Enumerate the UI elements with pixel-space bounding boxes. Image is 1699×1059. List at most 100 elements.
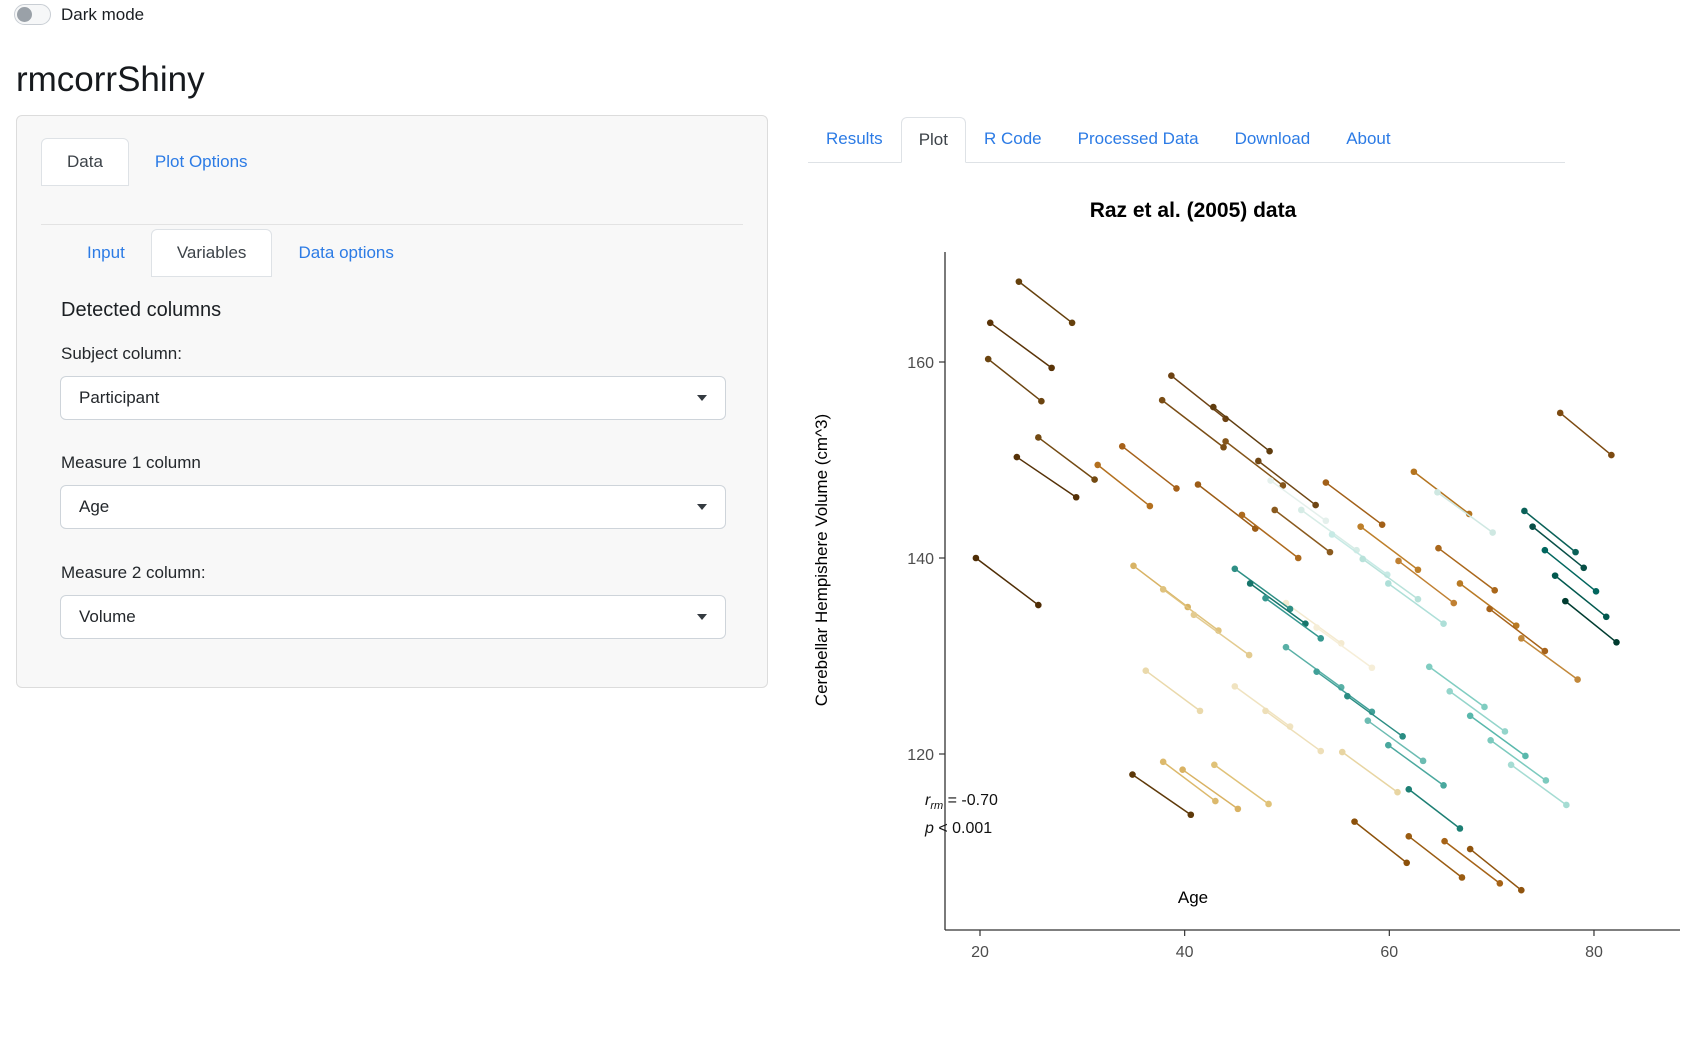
data-point — [984, 355, 992, 363]
tab-processed-data[interactable]: Processed Data — [1077, 129, 1199, 148]
data-point — [1245, 651, 1253, 659]
subject-fit-line — [1182, 769, 1239, 810]
subject-fit-line — [1520, 637, 1579, 681]
data-point — [1446, 687, 1453, 695]
subject-fit-line — [1265, 597, 1322, 639]
subject-fit-line — [1564, 600, 1617, 643]
toggle-knob-icon — [17, 7, 32, 22]
subject-fit-line — [1436, 491, 1494, 534]
data-point — [1556, 409, 1564, 417]
data-point — [1317, 747, 1325, 755]
tab-input[interactable]: Input — [87, 243, 125, 262]
chevron-down-icon — [697, 504, 707, 510]
data-point — [1521, 507, 1528, 515]
tab-about[interactable]: About — [1346, 129, 1391, 148]
y-tick-label: 120 — [907, 747, 934, 764]
data-point — [1211, 761, 1218, 769]
data-point — [1414, 595, 1422, 603]
data-point — [1405, 785, 1413, 793]
data-point — [1518, 886, 1525, 894]
subject-column-select[interactable]: Participant — [60, 376, 726, 420]
subject-fit-line — [1469, 715, 1526, 757]
subject-fit-line — [1212, 406, 1271, 452]
data-point — [1351, 818, 1358, 825]
data-point — [1364, 717, 1372, 724]
data-point — [1602, 613, 1610, 621]
data-point — [1013, 453, 1021, 461]
data-point — [1298, 506, 1305, 514]
tab-data[interactable]: Data — [41, 138, 129, 186]
data-point — [1580, 564, 1588, 572]
subject-fit-line — [1018, 281, 1073, 324]
data-point — [1489, 529, 1496, 536]
data-point — [1068, 319, 1076, 327]
data-point — [1035, 601, 1042, 609]
data-point — [1592, 588, 1600, 595]
subject-fit-line — [1300, 509, 1358, 551]
data-point — [1529, 523, 1536, 530]
subject-fit-line — [1249, 582, 1306, 625]
tab-plot[interactable]: Plot — [900, 117, 966, 163]
data-point — [1129, 771, 1136, 778]
subject-fit-line — [1449, 690, 1506, 733]
data-point — [1384, 580, 1392, 587]
data-point — [1414, 566, 1422, 574]
dark-mode-toggle[interactable] — [14, 4, 51, 25]
tab-download[interactable]: Download — [1234, 129, 1311, 148]
subject-fit-line — [1387, 744, 1444, 786]
subject-fit-line — [1398, 560, 1455, 604]
data-point — [1522, 752, 1529, 760]
subject-fit-line — [989, 322, 1053, 369]
data-point — [1563, 801, 1570, 809]
data-point — [1368, 664, 1376, 672]
rmcorr-plot-svg: 20 40 60 80 160 140 120 Raz et al. (2005) data A… — [812, 199, 1680, 961]
data-point — [1271, 506, 1279, 514]
x-axis-title: Age — [1178, 888, 1208, 907]
data-point — [1234, 805, 1242, 813]
data-point — [1338, 748, 1346, 756]
subject-fit-line — [1145, 670, 1201, 712]
subject-fit-line — [1444, 840, 1501, 884]
data-point — [1395, 557, 1402, 565]
data-point — [1466, 712, 1474, 720]
data-point — [1486, 605, 1493, 613]
data-point — [1322, 517, 1330, 525]
sub-tabs: Input Variables Data options — [61, 229, 420, 277]
tab-results[interactable]: Results — [826, 129, 883, 148]
tab-variables[interactable]: Variables — [150, 229, 273, 277]
subject-fit-line — [1437, 547, 1496, 591]
data-point — [1440, 620, 1447, 627]
data-point — [1255, 457, 1262, 465]
data-point — [1613, 638, 1620, 646]
detected-columns-heading: Detected columns — [61, 299, 222, 321]
data-point — [1313, 624, 1320, 631]
plot-title: Raz et al. (2005) data — [1090, 199, 1297, 222]
data-point — [1312, 501, 1319, 509]
data-point — [1456, 580, 1464, 587]
tab-data-options[interactable]: Data options — [298, 243, 394, 262]
subject-fit-line — [1387, 582, 1444, 625]
subject-fit-line — [1341, 751, 1398, 793]
page-title: rmcorrShiny — [16, 60, 205, 99]
data-point — [1048, 364, 1055, 372]
main-tabs: Data Plot Options — [41, 138, 274, 186]
data-point — [1091, 476, 1098, 483]
y-tick-label: 160 — [907, 355, 934, 372]
data-point — [1518, 635, 1525, 642]
x-tick-label: 40 — [1176, 944, 1194, 961]
data-point — [1507, 761, 1515, 769]
tab-plot-options[interactable]: Plot Options — [154, 152, 248, 171]
data-panel-card: Data Plot Options Input Variables Data o… — [16, 115, 768, 688]
data-point — [1399, 733, 1406, 740]
data-point — [1458, 874, 1466, 881]
data-point — [1173, 485, 1180, 492]
subject-fit-line — [1362, 558, 1419, 600]
measure2-column-select[interactable]: Volume — [60, 595, 726, 639]
x-tick-label: 60 — [1380, 944, 1398, 961]
data-point — [1246, 580, 1254, 587]
data-point — [1481, 703, 1488, 711]
tab-r-code[interactable]: R Code — [983, 129, 1042, 148]
data-point — [1328, 531, 1336, 538]
measure1-column-select[interactable]: Age — [60, 485, 726, 529]
data-point — [1501, 728, 1509, 735]
